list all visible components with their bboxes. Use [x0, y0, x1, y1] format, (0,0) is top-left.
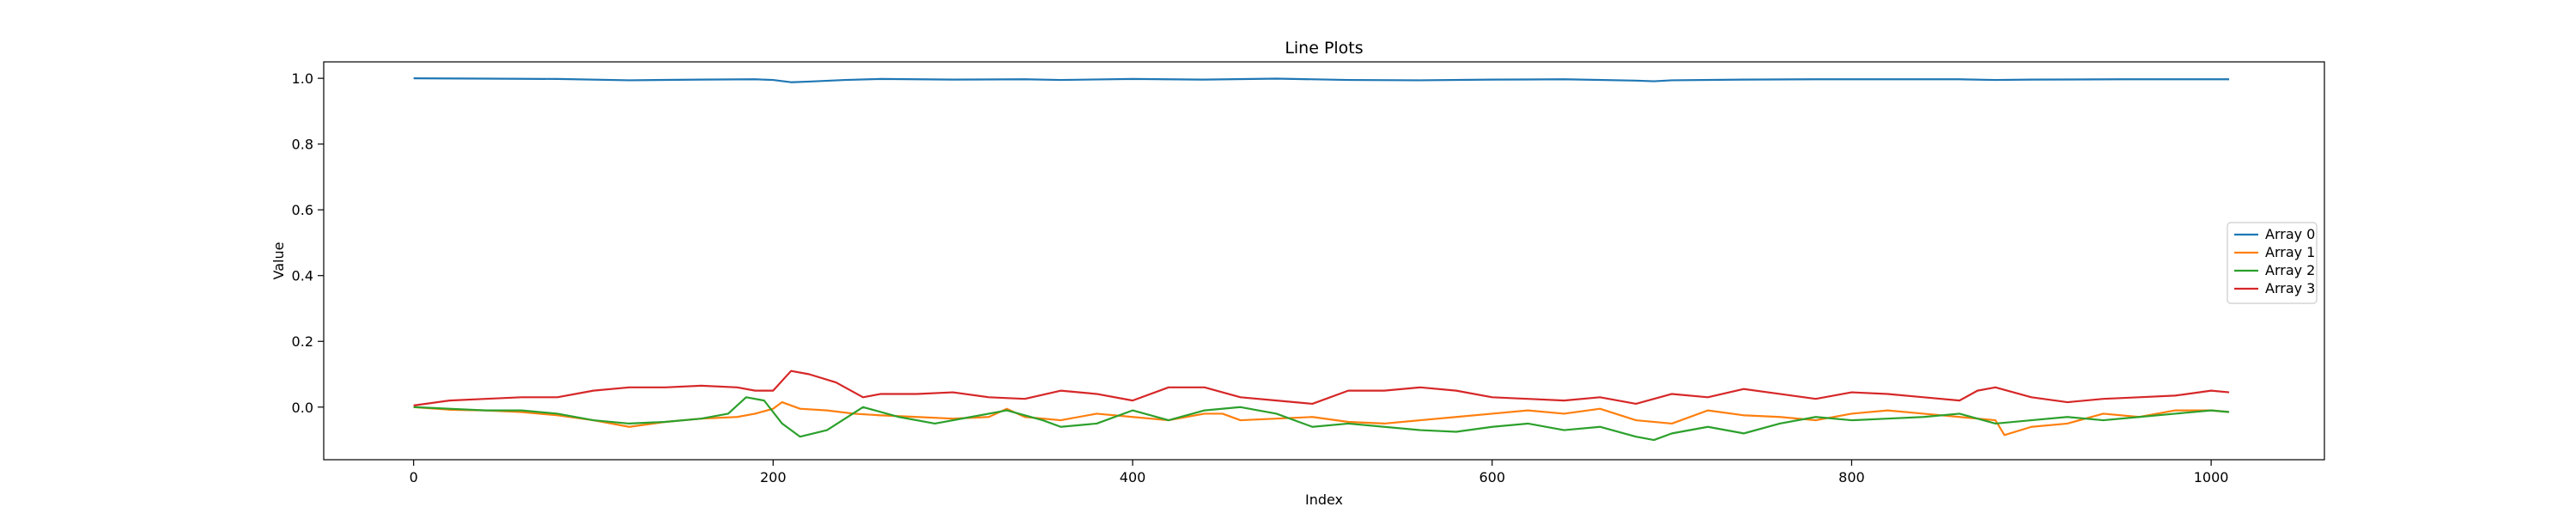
series-line-2 — [413, 396, 2230, 442]
legend-label: Array 0 — [2265, 226, 2315, 242]
y-tick-label: 0.0 — [292, 400, 313, 416]
axes-frame — [323, 61, 2325, 461]
y-tick-label: 0.4 — [292, 268, 313, 284]
series-layer — [413, 77, 2230, 442]
legend-label: Array 3 — [2265, 280, 2315, 296]
x-tick-label: 800 — [1838, 469, 1865, 485]
legend: Array 0 Array 1 Array 2 Array 3 — [2227, 222, 2318, 304]
legend-label: Array 1 — [2265, 244, 2315, 260]
x-tick-label: 600 — [1479, 469, 1505, 485]
y-tick-label: 0.8 — [292, 137, 313, 153]
y-tick-label: 1.0 — [292, 70, 313, 87]
x-tick-label: 0 — [410, 469, 418, 485]
x-tick-label: 200 — [760, 469, 787, 485]
legend-label: Array 2 — [2265, 262, 2315, 278]
y-tick-label: 0.6 — [292, 202, 313, 218]
chart-title: Line Plots — [1285, 39, 1363, 58]
series-line-3 — [413, 369, 2230, 406]
x-axis-title: Index — [1305, 492, 1343, 508]
series-line-1 — [413, 400, 2230, 437]
series-line-0 — [413, 77, 2230, 83]
legend-box — [2227, 222, 2318, 304]
x-tick-label: 1000 — [2194, 469, 2229, 485]
axes-layer: 0 200 400 600 800 1000 0.0 0.2 0.4 0.6 0.8 1.0 — [292, 61, 2325, 485]
y-tick-label: 0.2 — [292, 333, 313, 350]
x-tick-label: 400 — [1120, 469, 1146, 485]
y-axis-title: Value — [270, 242, 287, 280]
